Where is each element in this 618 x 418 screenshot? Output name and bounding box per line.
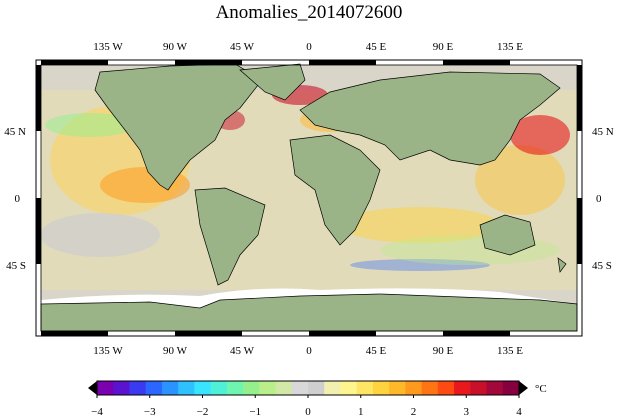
colorbar-cell bbox=[454, 381, 471, 395]
lon-label: 45 W bbox=[230, 345, 255, 357]
colorbar-cell bbox=[421, 381, 439, 395]
colorbar-cells bbox=[97, 381, 520, 395]
colorbar-cell bbox=[243, 381, 260, 395]
colorbar-right-arrow bbox=[519, 381, 528, 395]
colorbar-cell bbox=[470, 381, 488, 395]
colorbar-cell bbox=[405, 381, 423, 395]
colorbar-cell bbox=[194, 381, 212, 395]
colorbar-cell bbox=[308, 381, 325, 395]
colorbar-cell bbox=[502, 381, 520, 395]
lon-label: 90 E bbox=[433, 345, 454, 357]
colorbar-cell bbox=[178, 381, 195, 395]
colorbar: −4 −3 −2 −1 0 1 2 3 4 °C bbox=[88, 380, 547, 418]
lon-label: 45 E bbox=[366, 41, 387, 53]
eurasia bbox=[299, 71, 561, 166]
south-america bbox=[194, 187, 266, 286]
colorbar-cell bbox=[226, 381, 244, 395]
lon-label: 0 bbox=[306, 345, 312, 357]
colorbar-cell bbox=[437, 381, 455, 395]
colorbar-cell bbox=[340, 381, 358, 395]
colorbar-tick-label: 1 bbox=[358, 406, 364, 418]
colorbar-cell bbox=[275, 381, 293, 395]
new-zealand bbox=[557, 257, 567, 273]
colorbar-tick-label: −3 bbox=[144, 406, 156, 418]
colorbar-left-arrow bbox=[88, 381, 97, 395]
colorbar-tick-label: 4 bbox=[516, 406, 522, 418]
lon-label: 90 W bbox=[163, 41, 188, 53]
australia bbox=[479, 214, 536, 256]
lon-label: 45 E bbox=[366, 345, 387, 357]
colorbar-cell bbox=[389, 381, 406, 395]
lon-label: 0 bbox=[306, 41, 312, 53]
lat-labels-left: 45 N 0 45 S bbox=[4, 126, 26, 272]
map-frame bbox=[35, 59, 583, 337]
land-masses bbox=[94, 63, 567, 286]
border-bars bbox=[36, 60, 582, 336]
map-title: Anomalies_2014072600 bbox=[215, 2, 403, 23]
lat-label: 0 bbox=[15, 193, 21, 205]
lon-label: 90 E bbox=[433, 41, 454, 53]
colorbar-cell bbox=[372, 381, 390, 395]
lon-label: 135 E bbox=[497, 41, 523, 53]
colorbar-cell bbox=[486, 381, 504, 395]
colorbar-ticks: −4 −3 −2 −1 0 1 2 3 4 bbox=[91, 395, 522, 418]
colorbar-cell bbox=[129, 381, 147, 395]
lat-label: 45 S bbox=[592, 260, 612, 272]
lon-label: 135 E bbox=[497, 345, 523, 357]
colorbar-cell bbox=[113, 381, 130, 395]
lat-labels-right: 45 N 0 45 S bbox=[592, 126, 614, 272]
colorbar-unit: °C bbox=[535, 383, 547, 395]
colorbar-tick-label: 2 bbox=[411, 406, 417, 418]
colorbar-tick-label: −1 bbox=[249, 406, 261, 418]
colorbar-cell bbox=[259, 381, 277, 395]
lat-label: 45 N bbox=[592, 126, 614, 138]
colorbar-tick-label: −2 bbox=[197, 406, 209, 418]
lon-labels-bottom: 135 W 90 W 45 W 0 45 E 90 E 135 E bbox=[93, 345, 523, 357]
lon-label: 90 W bbox=[163, 345, 188, 357]
lat-label: 0 bbox=[596, 193, 602, 205]
lat-label: 45 S bbox=[6, 260, 26, 272]
colorbar-cell bbox=[324, 381, 341, 395]
colorbar-tick-label: 0 bbox=[305, 406, 311, 418]
colorbar-cell bbox=[145, 381, 163, 395]
lon-label: 45 W bbox=[230, 41, 255, 53]
africa bbox=[289, 134, 381, 246]
colorbar-tick-label: −4 bbox=[91, 406, 103, 418]
lon-label: 135 W bbox=[93, 345, 123, 357]
colorbar-cell bbox=[161, 381, 179, 395]
colorbar-cell bbox=[291, 381, 309, 395]
colorbar-cell bbox=[356, 381, 374, 395]
colorbar-cell bbox=[210, 381, 228, 395]
colorbar-cell bbox=[97, 381, 114, 395]
colorbar-tick-label: 3 bbox=[464, 406, 470, 418]
lat-label: 45 N bbox=[4, 126, 26, 138]
lon-labels-top: 135 W 90 W 45 W 0 45 E 90 E 135 E bbox=[93, 41, 523, 53]
lon-label: 135 W bbox=[93, 41, 123, 53]
